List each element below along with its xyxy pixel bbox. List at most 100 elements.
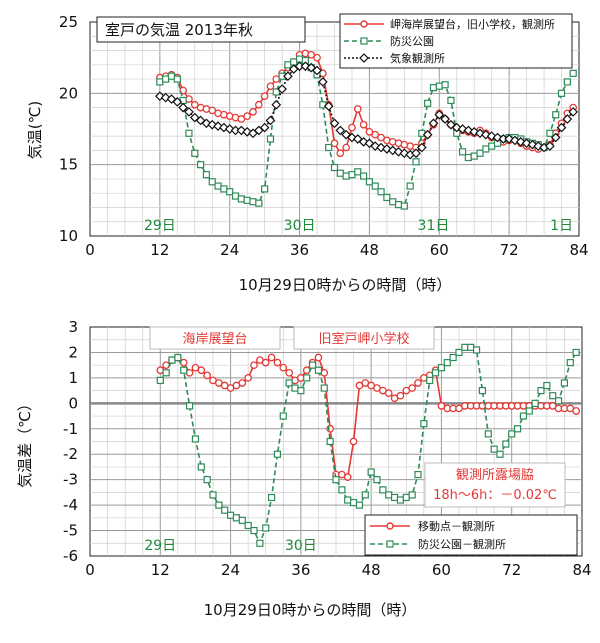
data-point — [400, 202, 408, 210]
data-point — [308, 361, 317, 369]
data-point — [267, 493, 276, 502]
data-point — [285, 368, 293, 377]
data-point — [291, 384, 299, 392]
data-point — [572, 407, 580, 415]
data-point — [237, 115, 246, 123]
day-label: 30日 — [285, 538, 317, 554]
day-label: 1日 — [550, 218, 573, 234]
y-tick-label: 2 — [68, 343, 78, 361]
data-point — [254, 100, 263, 109]
data-point — [231, 192, 240, 200]
bottom-legend-box — [364, 514, 578, 556]
data-point — [249, 198, 257, 206]
data-point — [243, 112, 252, 121]
data-point — [440, 114, 450, 124]
data-point — [513, 425, 522, 433]
data-point — [273, 450, 282, 458]
data-point — [185, 129, 193, 137]
data-point — [266, 135, 275, 143]
legend-square-marker — [360, 37, 368, 45]
data-point — [250, 526, 258, 535]
data-point — [458, 148, 467, 156]
bottom-legend-item-1: 移動点－観測所 — [370, 519, 495, 533]
annotation-box-station — [424, 462, 566, 508]
annotation-station: 観測所露場脇 — [456, 468, 534, 483]
data-point — [365, 178, 374, 186]
data-point — [348, 123, 356, 132]
data-point — [434, 109, 445, 120]
data-point — [290, 58, 298, 66]
data-point — [496, 450, 504, 458]
data-point — [326, 437, 334, 446]
data-point — [162, 361, 170, 370]
top-ticks: 0 12 24 36 48 60 72 84 10 15 20 25 — [59, 13, 589, 259]
data-point — [255, 199, 263, 207]
data-point — [297, 387, 305, 395]
annotation-coast: 海岸展望台 — [182, 331, 247, 347]
x-tick-label: 84 — [572, 561, 591, 579]
data-point — [320, 384, 328, 392]
data-point — [283, 71, 293, 82]
data-point — [379, 486, 387, 494]
data-point — [348, 171, 356, 179]
data-point — [221, 506, 229, 514]
x-tick-label: 12 — [151, 561, 170, 579]
data-point — [461, 343, 469, 351]
top-day-labels: 29日 30日 31日 1日 — [144, 218, 573, 234]
data-point — [249, 108, 257, 116]
annotation-station-mean: 18h～6h：－0.02℃ — [433, 488, 557, 503]
y-tick-label: 0 — [68, 394, 78, 412]
data-point — [272, 88, 280, 96]
data-point — [414, 379, 422, 387]
data-point — [162, 75, 170, 83]
legend-circle-marker — [360, 20, 368, 28]
data-point — [185, 368, 194, 377]
data-point — [330, 163, 339, 172]
series-2 — [156, 343, 580, 547]
data-point — [449, 353, 457, 362]
data-point — [361, 491, 369, 499]
data-point — [338, 486, 346, 494]
data-point — [214, 182, 222, 190]
data-point — [447, 96, 455, 105]
data-point — [467, 343, 475, 351]
annotation-school: 旧室戸岬小学校 — [318, 331, 409, 347]
data-point — [250, 361, 258, 370]
data-point — [355, 501, 364, 509]
y-tick-label: -3 — [63, 471, 78, 489]
data-point — [389, 198, 397, 206]
data-point — [428, 118, 439, 129]
data-point — [262, 524, 270, 532]
data-point — [572, 348, 580, 357]
data-point — [261, 358, 270, 367]
x-tick-label: 36 — [290, 241, 309, 259]
data-point — [320, 368, 329, 377]
top-y-axis-label: 気温(℃) — [26, 101, 44, 160]
data-point — [424, 99, 432, 107]
top-legend-label-2: 防災公園 — [390, 34, 434, 48]
series-3 — [155, 61, 579, 160]
data-point — [429, 84, 438, 92]
y-tick-label: -6 — [63, 547, 78, 565]
x-tick-label: 12 — [150, 241, 169, 259]
data-point — [359, 120, 368, 129]
data-point — [271, 99, 282, 110]
data-point — [377, 133, 385, 142]
top-title: 室戸の気温 2013年秋 — [105, 21, 253, 39]
data-point — [190, 100, 199, 109]
data-point — [455, 348, 463, 357]
y-tick-label: 25 — [59, 13, 78, 31]
data-point — [406, 182, 414, 190]
y-tick-label: 3 — [68, 318, 78, 336]
data-point — [414, 470, 422, 479]
data-point — [197, 161, 205, 169]
data-point — [184, 107, 194, 117]
data-point — [402, 493, 410, 502]
data-point — [490, 445, 498, 453]
x-tick-label: 0 — [85, 561, 95, 579]
data-point — [178, 102, 188, 113]
top-legend-label-1: 岬海岸展望台，旧小学校，観測所 — [390, 17, 555, 31]
data-point — [482, 145, 490, 153]
data-point — [488, 142, 496, 150]
